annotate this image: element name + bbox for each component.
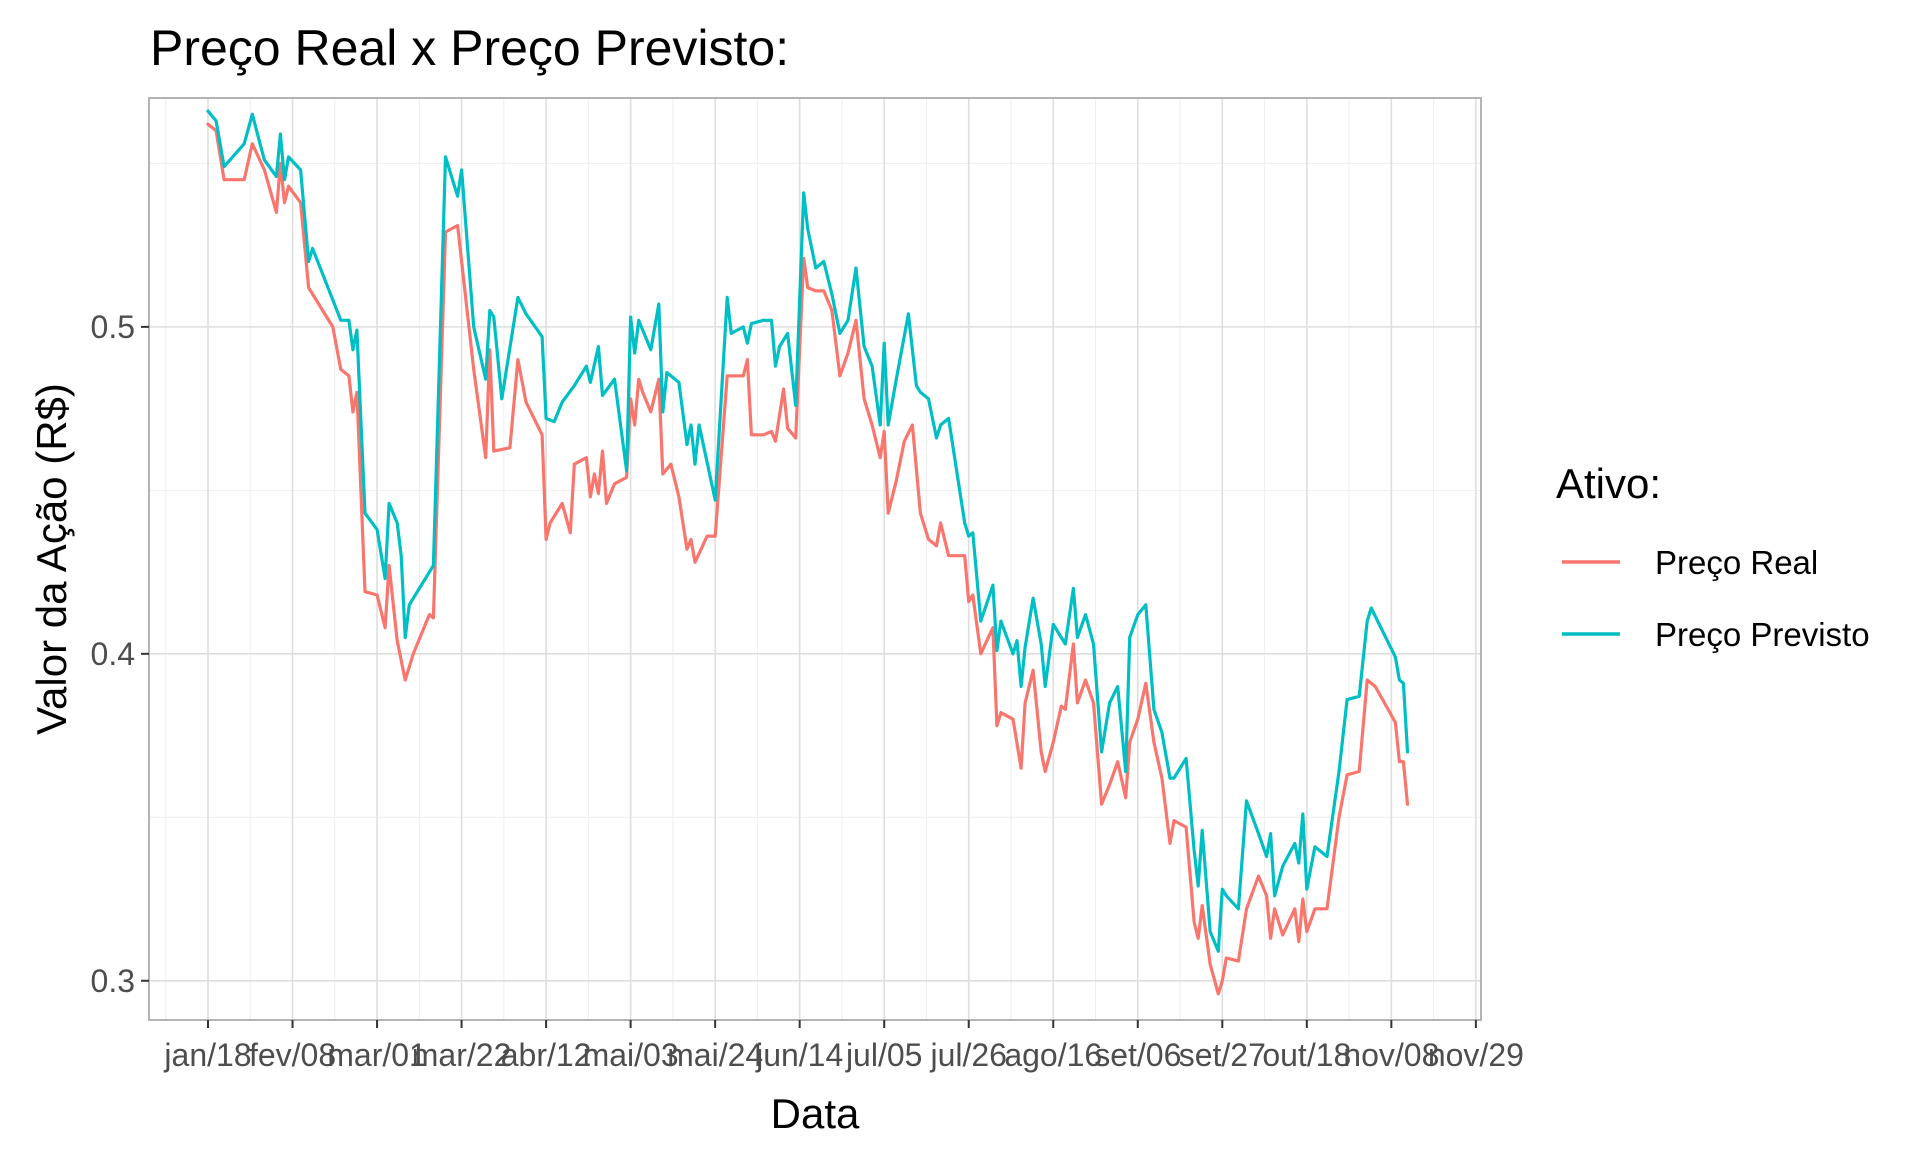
x-tick-label: mai/03 — [583, 1037, 679, 1073]
x-tick-label: set/27 — [1179, 1037, 1266, 1073]
x-axis-title: Data — [771, 1090, 860, 1137]
plot-panel — [148, 97, 1482, 1021]
legend-label-preco-previsto: Preço Previsto — [1655, 616, 1870, 653]
x-tick-label: mar/01 — [327, 1037, 427, 1073]
x-axis-ticks: jan/18fev/08mar/01mar/22abr/12mai/03mai/… — [163, 1020, 1524, 1073]
y-axis: 0.3 0.4 0.5 Valor da Ação (R$) — [28, 309, 149, 999]
y-tick-label: 0.4 — [91, 636, 135, 672]
series-line-preco-real — [206, 122, 1410, 996]
series-layer — [206, 109, 1410, 996]
legend-label-preco-real: Preço Real — [1655, 544, 1818, 581]
x-tick-label: jul/05 — [845, 1037, 923, 1073]
x-tick-label: jan/18 — [163, 1037, 251, 1073]
legend-item-preco-real: Preço Real — [1562, 544, 1818, 581]
y-axis-ticks: 0.3 0.4 0.5 — [91, 309, 149, 999]
y-axis-title: Valor da Ação (R$) — [28, 383, 75, 735]
x-tick-label: jul/26 — [929, 1037, 1007, 1073]
x-tick-label: mar/22 — [412, 1037, 512, 1073]
y-tick-label: 0.5 — [91, 309, 135, 345]
x-tick-label: nov/29 — [1428, 1037, 1524, 1073]
legend-item-preco-previsto: Preço Previsto — [1562, 616, 1870, 653]
series-line-preco-previsto — [206, 109, 1410, 953]
x-tick-label: mai/24 — [667, 1037, 763, 1073]
x-axis: jan/18fev/08mar/01mar/22abr/12mai/03mai/… — [163, 1020, 1524, 1137]
x-tick-label: abr/12 — [501, 1037, 592, 1073]
x-tick-label: fev/08 — [249, 1037, 336, 1073]
grid-minor-lines — [149, 98, 1481, 1020]
panel-background — [149, 98, 1481, 1020]
legend: Ativo: Preço Real Preço Previsto — [1556, 460, 1870, 653]
x-tick-label: ago/16 — [1004, 1037, 1102, 1073]
panel-border — [148, 97, 1482, 1021]
legend-title: Ativo: — [1556, 460, 1661, 507]
y-tick-label: 0.3 — [91, 963, 135, 999]
x-tick-label: set/06 — [1094, 1037, 1181, 1073]
x-tick-label: jun/14 — [755, 1037, 843, 1073]
chart-title: Preço Real x Preço Previsto: — [150, 20, 789, 76]
x-tick-label: out/18 — [1262, 1037, 1351, 1073]
x-tick-label: nov/08 — [1343, 1037, 1439, 1073]
